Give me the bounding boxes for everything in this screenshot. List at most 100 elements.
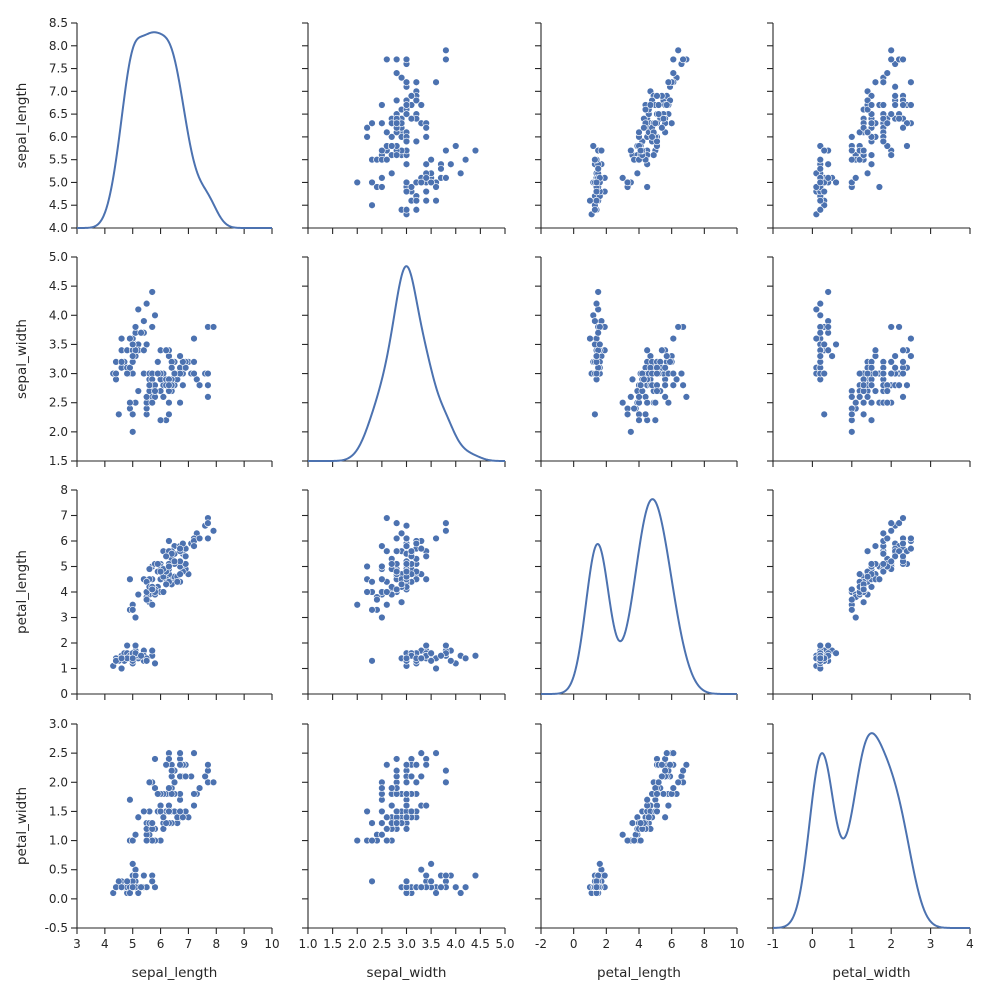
- scatter-point: [867, 160, 876, 168]
- scatter-point: [392, 534, 401, 543]
- scatter-point: [887, 369, 895, 378]
- scatter-point: [820, 146, 828, 155]
- y-tick-label: 7.0: [49, 84, 68, 98]
- y-tick-label: 0.0: [49, 892, 68, 906]
- scatter-point: [630, 836, 638, 845]
- scatter-point: [848, 393, 856, 401]
- scatter-point: [659, 114, 668, 123]
- scatter-point: [653, 137, 661, 146]
- scatter-point: [672, 375, 681, 384]
- scatter-point: [471, 871, 480, 880]
- scatter-point: [661, 393, 669, 401]
- scatter-point: [679, 55, 687, 64]
- scatter-point: [137, 883, 145, 891]
- scatter-point: [402, 206, 411, 214]
- y-tick-label: 0.5: [49, 863, 68, 877]
- x-tick-label: 10: [729, 937, 744, 951]
- scatter-point: [176, 761, 184, 769]
- panel-petal_length-vs-sepal_length: 0 1 2 3 4 5 6 7 8: [60, 483, 273, 701]
- scatter-point: [852, 613, 860, 622]
- scatter-point: [654, 101, 663, 109]
- scatter-point: [824, 160, 832, 168]
- scatter-point: [442, 527, 450, 535]
- scatter-point: [148, 601, 156, 609]
- scatter-point: [628, 375, 637, 384]
- scatter-point: [129, 428, 137, 436]
- scatter-point: [422, 133, 430, 141]
- scatter-point: [368, 657, 376, 665]
- scatter-point: [363, 124, 371, 132]
- scatter-point: [596, 860, 604, 868]
- scatter-point: [159, 588, 168, 596]
- scatter-point: [151, 311, 159, 319]
- scatter-point: [131, 641, 140, 650]
- scatter-point: [891, 83, 899, 91]
- scatter-point: [658, 761, 666, 769]
- scatter-point: [442, 778, 450, 786]
- scatter-point: [378, 119, 386, 127]
- scatter-point: [899, 552, 907, 560]
- scatter-point: [368, 836, 376, 845]
- scatter-point: [373, 595, 381, 604]
- scatter-point: [641, 105, 650, 114]
- scatter-point: [402, 137, 411, 146]
- scatter-point: [907, 78, 915, 86]
- scatter-point: [170, 778, 179, 786]
- scatter-point: [816, 654, 824, 662]
- scatter-point: [159, 813, 168, 821]
- x-tick-label: 2: [603, 937, 611, 951]
- scatter-point: [824, 346, 832, 354]
- scatter-point: [402, 187, 411, 196]
- scatter-point: [383, 761, 391, 769]
- x-tick-label: 0: [809, 937, 817, 951]
- scatter-point: [891, 92, 899, 100]
- scatter-point: [154, 560, 162, 568]
- scatter-point: [392, 807, 401, 816]
- scatter-point: [442, 766, 450, 775]
- scatter-point: [863, 547, 872, 555]
- x-tick-label: 4: [966, 937, 974, 951]
- scatter-point: [117, 883, 126, 891]
- scatter-point: [594, 165, 602, 173]
- panel-petal_width-vs-petal_length: -2 0 2 4 6 8 10: [535, 723, 745, 951]
- scatter-point: [592, 352, 601, 360]
- scatter-point: [129, 883, 137, 891]
- scatter-point: [437, 883, 445, 891]
- scatter-point: [156, 416, 165, 424]
- scatter-point: [422, 196, 430, 205]
- scatter-point: [875, 183, 884, 191]
- scatter-point: [816, 329, 824, 337]
- x-tick-label: 4: [101, 937, 109, 951]
- scatter-point: [879, 560, 888, 568]
- scatter-point: [635, 393, 643, 401]
- scatter-point: [190, 334, 198, 343]
- kde-curve-sepal_length: [76, 31, 273, 229]
- scatter-point: [407, 183, 416, 191]
- scatter-point: [170, 369, 179, 378]
- scatter-point: [190, 542, 198, 550]
- scatter-point: [173, 578, 181, 586]
- scatter-point: [899, 124, 907, 132]
- scatter-point: [129, 410, 137, 419]
- scatter-point: [437, 652, 445, 660]
- scatter-point: [402, 813, 411, 821]
- scatter-point: [669, 334, 677, 343]
- scatter-point: [204, 381, 212, 389]
- scatter-point: [635, 416, 643, 424]
- scatter-point: [863, 169, 872, 178]
- scatter-point: [190, 358, 198, 366]
- scatter-point: [126, 399, 134, 407]
- scatter-point: [623, 836, 632, 845]
- scatter-point: [848, 606, 856, 614]
- scatter-point: [176, 352, 184, 360]
- scatter-point: [816, 641, 824, 650]
- x-tick-label: 3: [927, 937, 935, 951]
- scatter-point: [879, 78, 888, 86]
- scatter-point: [887, 151, 895, 159]
- scatter-point: [887, 323, 895, 331]
- scatter-point: [407, 547, 416, 555]
- scatter-point: [117, 334, 126, 343]
- scatter-point: [432, 664, 440, 673]
- scatter-point: [669, 69, 677, 77]
